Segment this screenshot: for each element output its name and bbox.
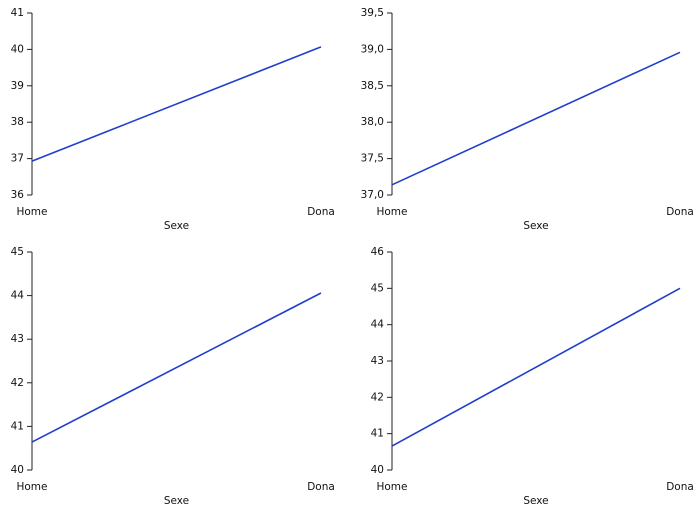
y-tick-label: 38,0 [361,116,384,128]
y-tick-label: 44 [11,290,25,302]
x-tick-label: Dona [666,206,694,218]
data-line [31,292,322,443]
x-tick-label: Home [16,481,47,493]
y-tick-label: 45 [11,246,24,258]
x-axis-label: Sexe [523,495,548,507]
y-tick-label: 39,0 [361,43,384,55]
x-tick-label: Home [376,206,407,218]
x-tick-label: Dona [307,206,335,218]
y-tick-label: 41 [371,428,384,440]
data-line [31,46,322,162]
x-axis-label: Sexe [523,220,548,232]
y-tick-label: 45 [371,282,384,294]
y-tick-label: 39,5 [361,7,384,19]
x-tick-label: Dona [307,481,335,493]
x-tick-label: Home [16,206,47,218]
y-tick-label: 42 [11,377,24,389]
y-tick-label: 38 [11,116,24,128]
y-tick-label: 41 [11,420,24,432]
y-tick-label: 40 [11,464,24,476]
y-tick-label: 46 [371,246,385,258]
y-tick-label: 38,5 [361,80,384,92]
x-axis-label: Sexe [164,495,189,507]
y-tick-label: 42 [371,391,384,403]
y-tick-label: 40 [371,464,384,476]
y-tick-label: 36 [11,189,25,201]
x-tick-label: Dona [666,481,694,493]
y-tick-label: 37 [11,153,24,165]
y-tick-label: 40 [11,43,24,55]
y-tick-label: 37,5 [361,153,384,165]
y-tick-label: 39 [11,80,24,92]
y-tick-label: 37,0 [361,189,384,201]
y-tick-label: 43 [371,355,384,367]
y-tick-label: 41 [11,7,24,19]
y-tick-label: 44 [371,319,385,331]
data-line [391,287,681,447]
y-tick-label: 43 [11,333,24,345]
x-tick-label: Home [376,481,407,493]
data-line [391,51,681,186]
x-axis-label: Sexe [164,220,189,232]
